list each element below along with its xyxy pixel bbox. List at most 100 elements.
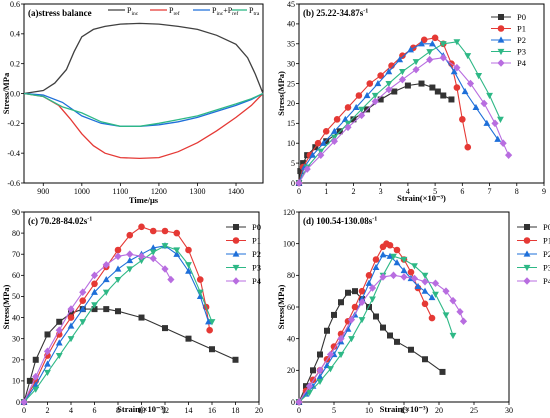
y-tick-label: 40 — [12, 313, 20, 322]
data-point — [480, 99, 488, 108]
data-point — [428, 40, 436, 47]
x-axis-label: Time/μs — [129, 195, 159, 205]
x-tick-label: 4 — [406, 187, 410, 196]
y-tick-label: 45 — [287, 0, 295, 9]
legend-marker — [497, 36, 505, 43]
title-superscript: -1 — [372, 217, 377, 223]
data-point — [358, 106, 366, 114]
data-point — [399, 52, 406, 60]
data-point — [464, 53, 472, 60]
data-point — [414, 282, 422, 290]
data-point — [208, 319, 216, 326]
x-tick-label: 9 — [542, 187, 546, 196]
data-point — [138, 314, 145, 321]
x-tick-label: 30 — [505, 406, 513, 415]
chart-title: (b) 25.22-34.87s-1 — [303, 8, 368, 18]
data-point — [126, 266, 134, 273]
data-point — [456, 307, 464, 316]
data-point — [173, 250, 181, 257]
chart-b-strain-rate-25: 0 1 2 3 4 5 6 7 8 9051015202530354045Strain(×10⁻³… — [276, 0, 546, 203]
x-axis-label: Strain(×10⁻³) — [380, 404, 429, 414]
data-point — [161, 243, 169, 250]
data-point — [32, 356, 39, 363]
data-point — [162, 325, 168, 332]
data-point — [394, 338, 400, 345]
x-tick-label: 25 — [470, 406, 478, 415]
y-axis-label: Stress/MPa — [1, 72, 11, 114]
data-point — [400, 256, 408, 264]
series-line — [298, 43, 499, 184]
data-point — [44, 369, 51, 377]
data-point — [491, 119, 499, 128]
data-point — [126, 231, 134, 239]
data-point — [302, 390, 310, 397]
data-point — [418, 80, 425, 87]
x-tick-label: 0 — [22, 406, 26, 415]
data-point — [337, 334, 345, 343]
data-point — [365, 272, 373, 279]
data-point — [138, 257, 145, 265]
plot-frame — [298, 3, 545, 184]
series-p1 — [20, 223, 213, 406]
data-point — [352, 103, 360, 111]
data-point — [26, 377, 33, 384]
series-line — [23, 253, 172, 403]
series-pinc-pref — [23, 92, 264, 127]
legend-entry: P0 — [543, 222, 550, 232]
legend-entry: P0 — [252, 222, 261, 232]
data-point — [466, 79, 475, 88]
legend-entry: P1 — [543, 236, 550, 246]
data-point — [407, 268, 415, 276]
data-point — [161, 227, 169, 235]
data-point — [114, 265, 122, 272]
y-tick-label: 20 — [287, 366, 295, 375]
y-tick-label: 10 — [12, 377, 20, 386]
data-point — [331, 311, 337, 318]
data-point — [91, 302, 98, 309]
y-tick-label: 35 — [287, 40, 295, 49]
data-point — [67, 322, 75, 329]
legend-marker — [497, 25, 505, 32]
x-tick-label: 1400 — [228, 187, 244, 196]
data-point — [363, 91, 371, 99]
legend-entry: P1 — [252, 236, 261, 246]
data-point — [79, 297, 87, 304]
legend-entry: Pinc — [127, 6, 139, 17]
y-tick-label: 40 — [287, 20, 295, 29]
legend-entry: P2 — [517, 35, 526, 45]
y-axis-label: Stress(MPa) — [276, 71, 286, 116]
data-point — [322, 127, 330, 135]
x-tick-label: 12 — [161, 406, 169, 415]
data-point — [400, 273, 408, 281]
data-point — [32, 372, 40, 381]
y-tick-label: 30 — [287, 59, 295, 68]
data-point — [205, 318, 212, 325]
legend-mid: +P — [223, 6, 233, 15]
data-point — [67, 336, 75, 343]
data-point — [499, 139, 507, 148]
data-point — [79, 288, 87, 297]
data-point — [20, 398, 28, 406]
series-pinc — [23, 22, 264, 95]
x-tick-label: 20 — [255, 406, 263, 415]
data-point — [374, 79, 382, 87]
data-point — [345, 289, 351, 296]
data-point — [344, 104, 352, 111]
y-tick-label: 15 — [287, 119, 295, 128]
legend-entry: P3 — [517, 47, 526, 57]
data-point — [497, 116, 504, 123]
y-axis-label: Stress(MPa) — [276, 284, 286, 329]
data-point — [400, 266, 408, 274]
data-point — [316, 373, 324, 380]
data-point — [56, 318, 63, 325]
data-point — [358, 317, 366, 324]
legend-entry: P1 — [517, 24, 526, 34]
data-point — [377, 72, 384, 79]
data-point — [185, 335, 192, 342]
data-point — [149, 249, 157, 256]
legend-sub: inc — [216, 11, 223, 17]
series-line — [23, 22, 264, 95]
title-superscript: -1 — [87, 217, 92, 223]
x-tick-label: 6 — [460, 187, 464, 196]
legend: P0 P1 P2 P3 P4 — [226, 222, 262, 286]
